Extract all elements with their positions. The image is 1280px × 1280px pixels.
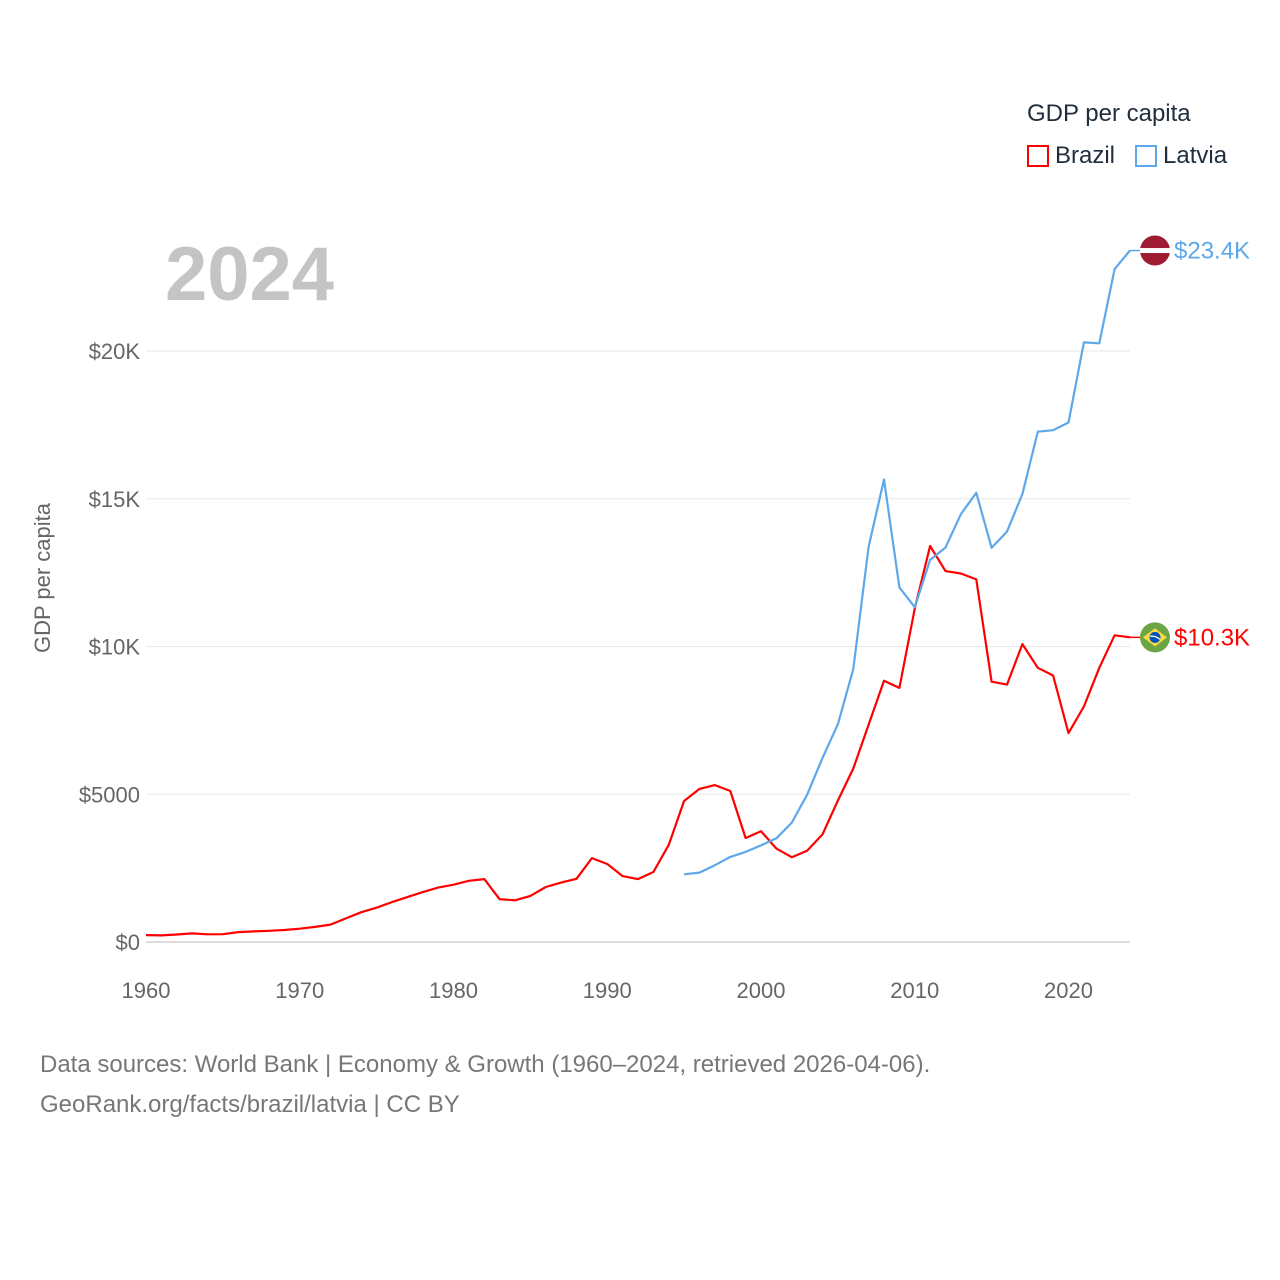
legend-title: GDP per capita: [1027, 100, 1191, 127]
data-source: Data sources: World Bank | Economy & Gro…: [40, 1045, 930, 1125]
series-line-latvia: [683, 249, 1131, 876]
grid-lines: [146, 350, 1130, 943]
flag-globe: [1149, 631, 1161, 643]
legend: Brazil Latvia: [1027, 142, 1227, 170]
x-tick-label: 1970: [275, 978, 324, 1003]
x-tick-label: 2020: [1044, 978, 1093, 1003]
y-tick-label: $15K: [89, 487, 141, 512]
series-lines: [145, 249, 1131, 937]
y-axis: $0 $5000 $10K $15K $20K: [79, 339, 141, 955]
brazil-flag-icon: [1140, 622, 1170, 653]
x-tick-label: 1990: [583, 978, 632, 1003]
legend-label-latvia: Latvia: [1163, 142, 1228, 169]
end-value-label: $23.4K: [1174, 238, 1250, 265]
legend-swatch-latvia: [1135, 145, 1158, 167]
x-tick-label: 2010: [890, 978, 939, 1003]
source-line-2[interactable]: GeoRank.org/facts/brazil/latvia | CC BY: [40, 1091, 460, 1118]
year-label: 2024: [165, 232, 334, 317]
source-line-1: Data sources: World Bank | Economy & Gro…: [40, 1051, 931, 1078]
x-tick-label: 1980: [429, 978, 478, 1003]
series-line-brazil: [145, 544, 1131, 937]
x-tick-label: 2000: [737, 978, 786, 1003]
latvia-flag-icon: [1140, 235, 1170, 266]
legend-item-latvia[interactable]: Latvia: [1135, 142, 1227, 170]
x-axis: 1960 1970 1980 1990 2000 2010 2020: [122, 978, 1093, 1003]
x-tick-label: 1960: [122, 978, 171, 1003]
legend-label-brazil: Brazil: [1055, 142, 1116, 169]
end-value-label: $10.3K: [1174, 624, 1250, 651]
flag-band: [1149, 635, 1161, 640]
y-tick-label: $20K: [89, 339, 141, 364]
y-tick-label: $0: [116, 930, 140, 955]
flag-stripe: [1140, 248, 1170, 254]
end-labels: $10.3K $23.4K: [1130, 235, 1250, 653]
y-tick-label: $5000: [79, 782, 140, 807]
y-axis-label: GDP per capita: [30, 502, 55, 653]
legend-swatch-brazil: [1027, 145, 1049, 167]
legend-item-brazil[interactable]: Brazil: [1027, 142, 1115, 170]
y-tick-label: $10K: [89, 635, 141, 660]
